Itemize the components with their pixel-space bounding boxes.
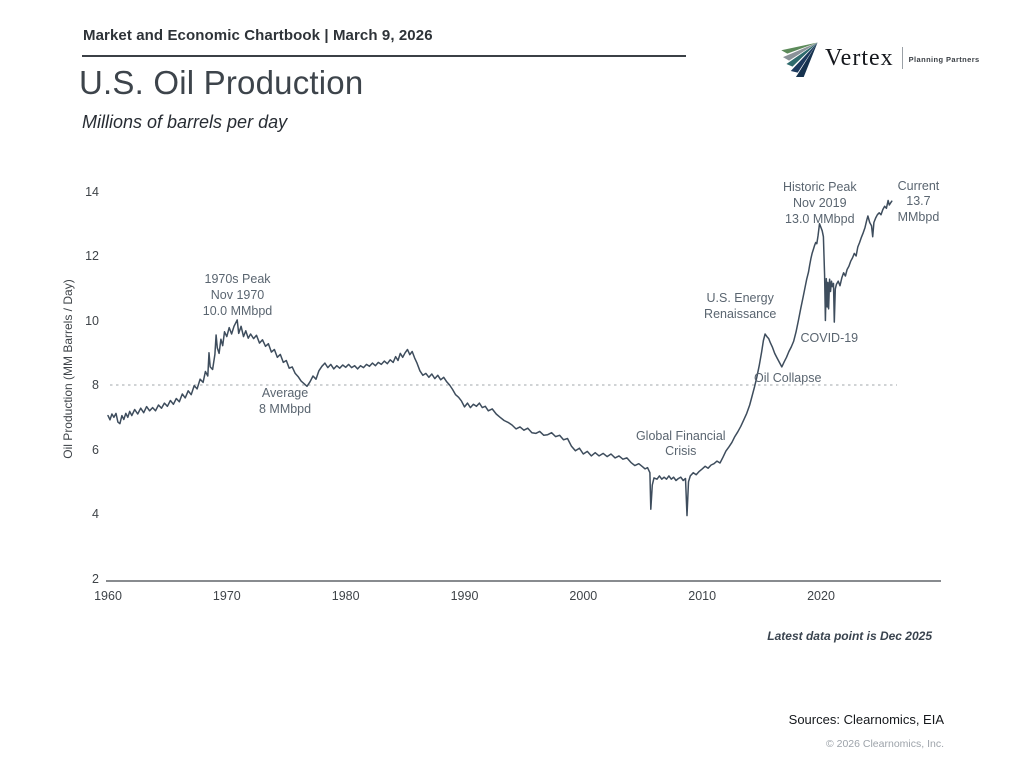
annotation-average: Average 8 MMbpd [258, 385, 312, 416]
chartbook-header: Market and Economic Chartbook | March 9,… [83, 27, 433, 44]
x-tick-2010: 2010 [688, 589, 717, 603]
page-title: U.S. Oil Production [79, 64, 364, 101]
copyright-note: © 2026 Clearnomics, Inc. [825, 738, 944, 750]
y-tick-14: 14 [85, 184, 99, 199]
production-line [107, 199, 893, 517]
page-subtitle: Millions of barrels per day [82, 112, 288, 132]
vertex-logo-icon [781, 42, 818, 77]
y-tick-4: 4 [92, 507, 99, 521]
logo-subtitle: Planning Partners [908, 54, 980, 64]
x-tick-2000: 2000 [569, 589, 598, 603]
logo-divider [901, 47, 903, 69]
x-tick-1990: 1990 [450, 589, 479, 603]
annotation-current: Current 13.7 MMbpd [897, 178, 940, 225]
y-axis-label: Oil Production (MM Barrels / Day) [61, 279, 75, 459]
annotation-global-financial-crisis: Global Financial Crisis [635, 428, 726, 459]
header-rule [82, 55, 686, 57]
y-tick-6: 6 [92, 442, 99, 457]
latest-data-note: Latest data point is Dec 2025 [767, 629, 932, 643]
x-tick-1970: 1970 [212, 589, 241, 603]
annotation-peak-1970s: 1970s Peak Nov 1970 10.0 MMbpd [202, 272, 273, 318]
vertex-logo: Vertex Planning Partners [781, 38, 981, 78]
x-tick-1980: 1980 [331, 589, 360, 603]
annotation-oil-collapse: Oil Collapse [754, 371, 822, 386]
annotation-historic-peak: Historic Peak Nov 2019 13.0 MMbpd [782, 180, 857, 226]
x-tick-2020: 2020 [807, 589, 835, 603]
x-tick-1960: 1960 [94, 589, 122, 603]
y-tick-2: 2 [92, 571, 99, 586]
logo-name: Vertex [825, 44, 894, 71]
sources-note: Sources: Clearnomics, EIA [788, 712, 944, 727]
y-tick-12: 12 [85, 249, 99, 263]
annotation-energy-renaissance: U.S. Energy Renaissance [704, 291, 777, 322]
y-tick-10: 10 [85, 313, 99, 328]
annotation-covid-19: COVID-19 [800, 331, 859, 346]
y-tick-8: 8 [92, 378, 99, 392]
